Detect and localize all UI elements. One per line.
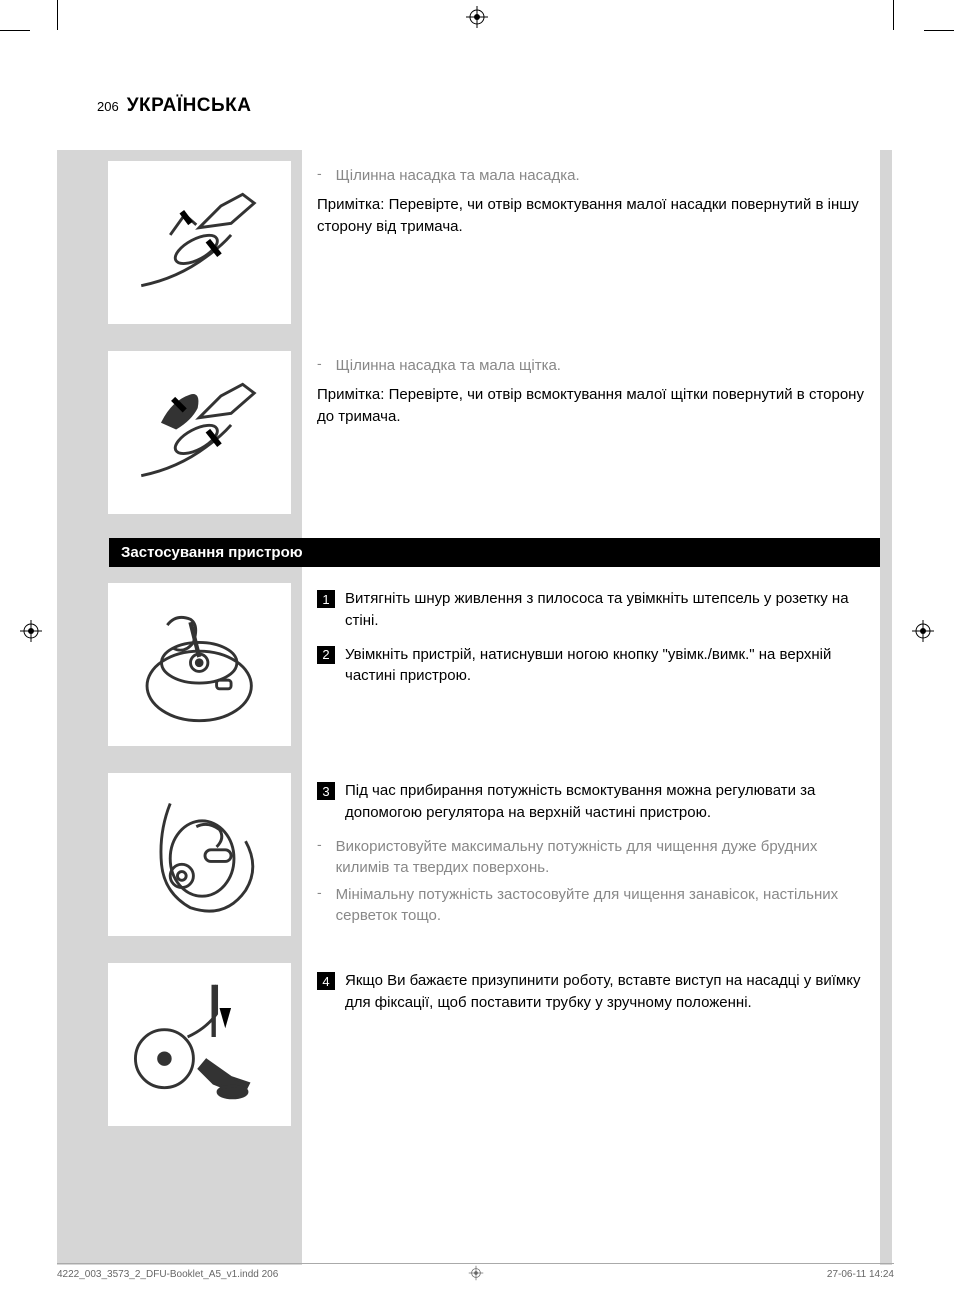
step-number: 2 (317, 646, 335, 664)
step-text: Якщо Ви бажаєте призупинити роботу, вста… (345, 970, 872, 1014)
bullet-dash: - (317, 355, 322, 376)
footer-date: 27-06-11 14:24 (827, 1269, 894, 1280)
step-text: Увімкніть пристрій, натиснувши ногою кно… (345, 644, 872, 688)
registration-mark-icon (20, 620, 42, 642)
bullet-dash: - (317, 836, 322, 878)
section-header: Застосування пристрою (109, 538, 880, 567)
step-text: Під час прибирання потужність всмоктуван… (345, 780, 872, 824)
illustration-nozzle-2 (107, 350, 292, 515)
footer-line (57, 1263, 894, 1264)
text-block-2: - Щілинна насадка та мала щітка. Примітк… (317, 355, 872, 434)
crop-mark (893, 0, 894, 30)
text-block-1: - Щілинна насадка та мала насадка. Примі… (317, 165, 872, 244)
crop-mark (924, 30, 954, 31)
page-header: 206 УКРАЇНСЬКА (97, 95, 252, 117)
registration-mark-icon (468, 1265, 484, 1284)
page-number: 206 (97, 99, 119, 114)
registration-mark-icon (466, 6, 488, 28)
crop-mark (0, 30, 30, 31)
steps-1-2: 1 Витягніть шнур живлення з пилососа та … (317, 588, 872, 699)
sidebar-gray-right (880, 150, 892, 1265)
step-number: 3 (317, 782, 335, 800)
step-number: 4 (317, 972, 335, 990)
bullet-dash: - (317, 884, 322, 926)
step-number: 1 (317, 590, 335, 608)
illustration-parking (107, 962, 292, 1127)
note-text: Примітка: Перевірте, чи отвір всмоктуван… (317, 194, 872, 238)
step-text: Витягніть шнур живлення з пилососа та ув… (345, 588, 872, 632)
illustration-suction-dial (107, 772, 292, 937)
crop-mark (57, 0, 58, 30)
sub-bullet-text: Мінімальну потужність застосовуйте для ч… (336, 884, 872, 926)
sub-bullet-text: Використовуйте максимальну потужність дл… (336, 836, 872, 878)
bullet-text: Щілинна насадка та мала насадка. (336, 165, 580, 186)
footer-file: 4222_003_3573_2_DFU-Booklet_A5_v1.indd 2… (57, 1269, 278, 1280)
bullet-text: Щілинна насадка та мала щітка. (336, 355, 561, 376)
note-text: Примітка: Перевірте, чи отвір всмоктуван… (317, 384, 872, 428)
registration-mark-icon (912, 620, 934, 642)
page-footer: 4222_003_3573_2_DFU-Booklet_A5_v1.indd 2… (57, 1267, 894, 1287)
page-body: 206 УКРАЇНСЬКА - Щілинна насадк (57, 30, 892, 1265)
step-4-block: 4 Якщо Ви бажаєте призупинити роботу, вс… (317, 970, 872, 1026)
language-title: УКРАЇНСЬКА (127, 95, 252, 117)
illustration-nozzle-1 (107, 160, 292, 325)
illustration-power-button (107, 582, 292, 747)
step-3-block: 3 Під час прибирання потужність всмоктув… (317, 780, 872, 932)
section-header-wrap: Застосування пристрою (109, 538, 880, 567)
bullet-dash: - (317, 165, 322, 186)
